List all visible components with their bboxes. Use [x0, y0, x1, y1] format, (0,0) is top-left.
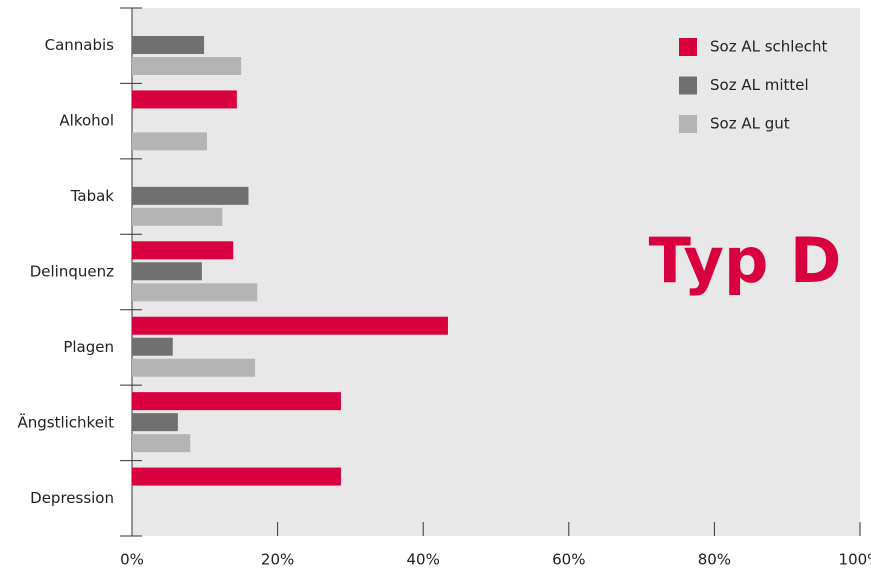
- bar: [132, 413, 178, 432]
- bar: [132, 132, 207, 151]
- bar: [132, 316, 448, 335]
- bar: [132, 57, 242, 75]
- y-tick-label: Alkohol: [59, 112, 114, 130]
- bar: [132, 467, 341, 486]
- bar: [132, 186, 249, 205]
- y-tick-label: Delinquenz: [30, 263, 114, 281]
- bar: [132, 283, 258, 302]
- bar: [132, 392, 341, 411]
- bar: [132, 358, 256, 377]
- legend-label: Soz AL mittel: [710, 76, 809, 94]
- legend-swatch: [679, 115, 697, 133]
- legend-label: Soz AL schlecht: [710, 38, 827, 56]
- y-tick-label: Cannabis: [45, 36, 115, 54]
- y-tick-label: Tabak: [70, 187, 115, 205]
- legend-label: Soz AL gut: [710, 115, 790, 133]
- plot-area: [132, 8, 860, 536]
- y-tick-label: Depression: [30, 489, 114, 507]
- y-tick-label: Ängstlichkeit: [17, 412, 114, 431]
- legend-swatch: [679, 38, 697, 56]
- x-tick-label: 20%: [261, 551, 294, 569]
- bar: [132, 241, 234, 260]
- x-tick-label: 0%: [120, 551, 144, 569]
- x-tick-label: 80%: [698, 551, 731, 569]
- annotation: Typ D: [649, 224, 842, 297]
- bar: [132, 90, 237, 109]
- legend-swatch: [679, 76, 697, 95]
- bar: [132, 262, 202, 281]
- bar: [132, 337, 173, 356]
- y-tick-label: Plagen: [63, 338, 114, 356]
- bar: [132, 36, 205, 54]
- x-tick-label: 40%: [407, 551, 440, 569]
- x-tick-label: 60%: [552, 551, 585, 569]
- bar: [132, 207, 223, 226]
- bar: [132, 434, 191, 453]
- x-tick-label: 100%: [839, 551, 871, 569]
